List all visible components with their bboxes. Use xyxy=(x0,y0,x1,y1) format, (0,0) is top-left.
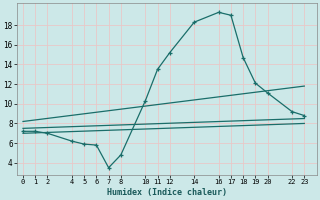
X-axis label: Humidex (Indice chaleur): Humidex (Indice chaleur) xyxy=(107,188,227,197)
